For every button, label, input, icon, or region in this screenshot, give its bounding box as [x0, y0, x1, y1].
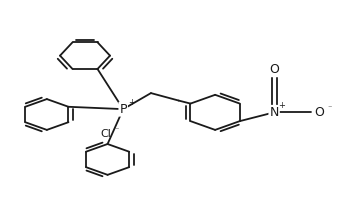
Text: O: O [315, 106, 324, 119]
Text: Cl: Cl [100, 129, 111, 139]
Text: O: O [269, 64, 279, 76]
Text: ⁻: ⁻ [114, 125, 118, 134]
Text: P: P [119, 103, 127, 116]
Text: ⁻: ⁻ [328, 104, 332, 113]
Text: N: N [269, 106, 279, 119]
Text: +: + [278, 101, 285, 110]
Text: +: + [128, 98, 135, 107]
